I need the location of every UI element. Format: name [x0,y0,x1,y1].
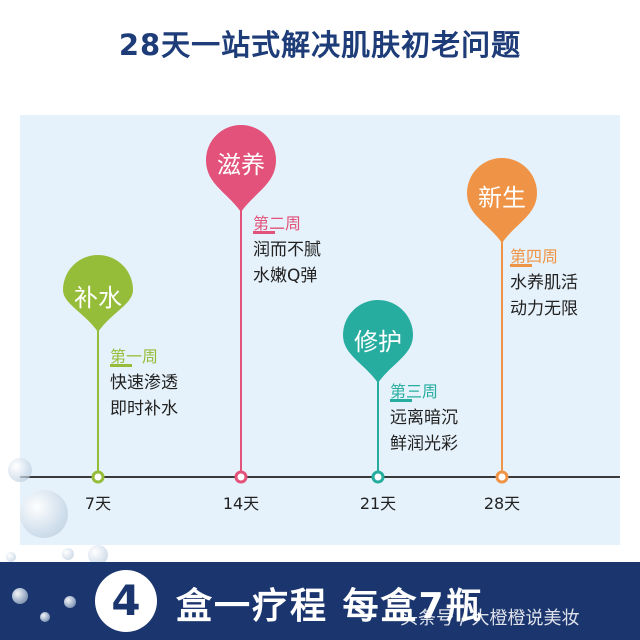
stage-1-week: 第一周 [110,347,159,366]
water-drop-icon [12,588,28,604]
stage-3-node [371,470,385,484]
watermark: 头条号 / 大橙橙说美妆 [400,608,580,629]
stage-3-pin [343,300,413,383]
stage-2-desc: 润而不腻 水嫩Q弹 [253,237,321,289]
stage-2-pin [206,125,276,212]
stage-4-day: 28天 [483,494,521,513]
stage-4-desc-line-2: 动力无限 [510,299,578,319]
stage-1-desc: 快速渗透 即时补水 [110,370,178,422]
stage-1-desc-line-1: 快速渗透 [110,373,178,393]
footer-text: 盒一疗程 每盒7瓶 [176,586,484,627]
page-title: 28天一站式解决肌肤初老问题 [118,28,522,62]
stage-4-name: 新生 [478,184,526,212]
stage-2-desc-line-1: 润而不腻 [253,240,321,260]
stage-1-node [91,470,105,484]
water-drop-icon [20,490,68,538]
stage-1-week-bar [110,364,132,367]
stage-2-node [234,470,248,484]
stage-3-name: 修护 [354,328,402,356]
stage-3-desc: 远离暗沉 鲜润光彩 [390,405,458,457]
water-drop-icon [62,548,74,560]
stage-3-day: 21天 [359,494,397,513]
stage-4-week: 第四周 [510,247,559,266]
stage-1-name: 补水 [74,284,122,312]
stage-2-name: 滋养 [217,151,265,179]
stage-2-week: 第二周 [253,214,302,233]
stage-4-desc: 水养肌活 动力无限 [510,270,578,322]
stage-1-pin [63,255,133,332]
stage-3-desc-line-2: 鲜润光彩 [390,434,458,454]
stage-1-desc-line-2: 即时补水 [110,399,178,419]
stage-4-pin [467,158,537,243]
stage-4-node [495,470,509,484]
stage-2-day: 14天 [222,494,260,513]
stage-2-desc-line-2: 水嫩Q弹 [253,266,318,286]
stage-1-day: 7天 [84,494,112,513]
stage-3-week-bar [390,399,412,402]
stage-3-week: 第三周 [390,382,439,401]
water-drop-icon [40,612,50,622]
stage-4-week-bar [510,264,532,267]
water-drop-icon [6,552,16,562]
water-drop-icon [88,545,108,565]
water-drop-icon [64,596,76,608]
stage-2-week-bar [253,231,275,234]
stage-3-desc-line-1: 远离暗沉 [390,408,458,428]
box-count-badge: 4 [95,570,157,632]
water-drop-icon [8,458,32,482]
stage-4-desc-line-1: 水养肌活 [510,273,578,293]
